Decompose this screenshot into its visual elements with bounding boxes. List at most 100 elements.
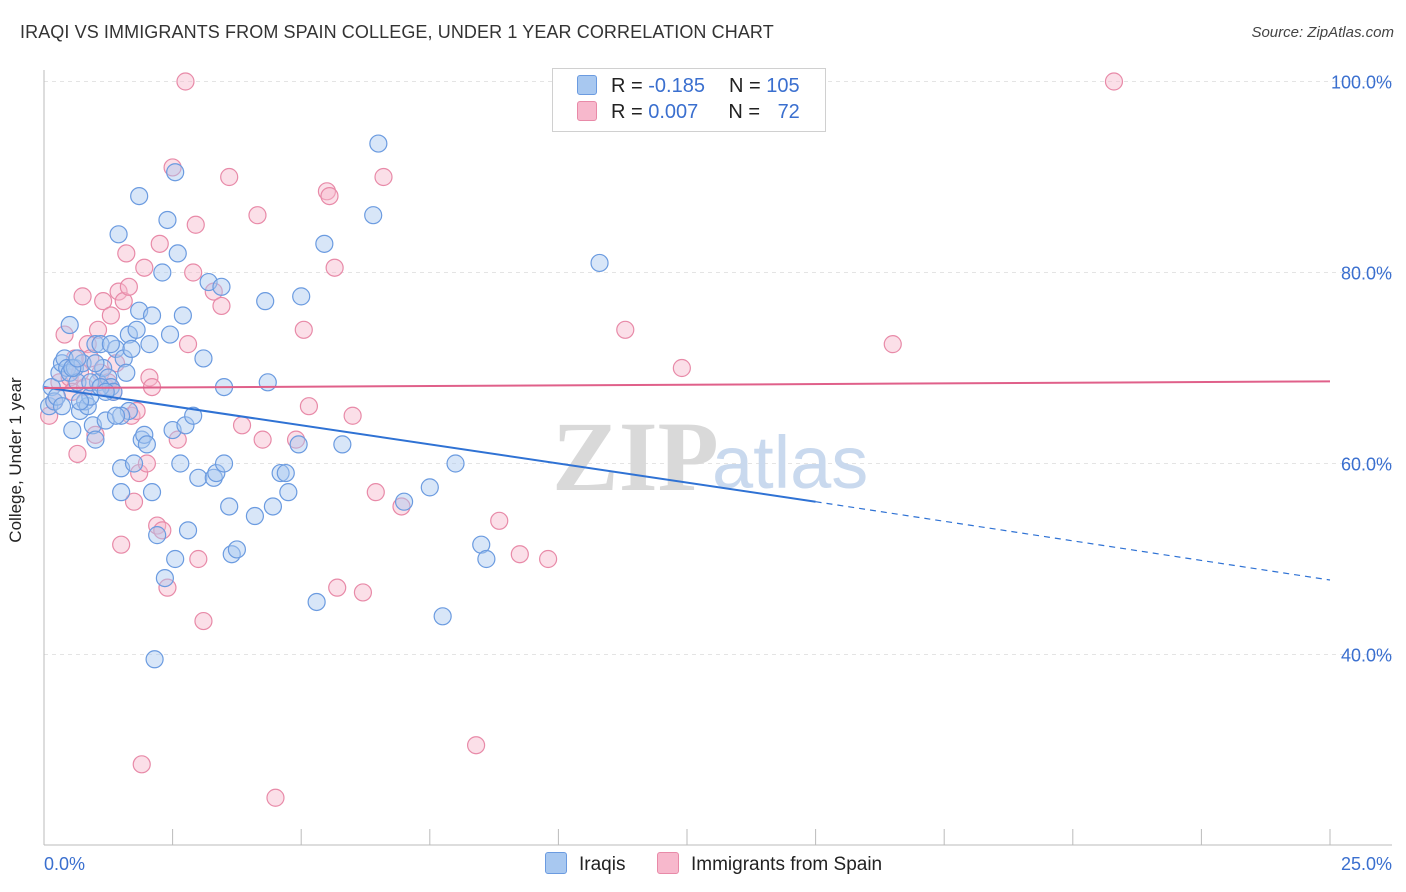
spain-point (266, 788, 285, 807)
spain-point (186, 215, 205, 234)
y-tick-label: 40.0% (1341, 646, 1392, 666)
spain-point (353, 583, 373, 602)
spain-point (466, 736, 486, 755)
spain-point (490, 511, 509, 530)
iraqis-point (256, 292, 275, 311)
iraqis-point (81, 373, 100, 392)
iraqis-point (472, 535, 491, 554)
iraqis-point (279, 483, 298, 502)
spain-point (343, 406, 362, 425)
legend-row-spain: R = 0.007 N = 72 (577, 101, 800, 125)
spain-point (101, 306, 120, 325)
spain-point (55, 325, 74, 344)
iraqis-point (394, 492, 414, 511)
iraqis-n-value: 105 (766, 75, 800, 97)
watermark-atlas: atlas (712, 421, 868, 504)
spain-point (220, 167, 239, 187)
iraqis-point (122, 339, 141, 358)
iraqis-point (171, 454, 190, 473)
spain-point (137, 454, 156, 473)
iraqis-point (142, 483, 162, 502)
spain-point (119, 277, 138, 296)
iraqis-point (178, 521, 198, 540)
iraqis-point (420, 478, 439, 497)
iraqis-point (227, 540, 246, 559)
spain-point (130, 463, 149, 483)
iraqis-point (166, 163, 185, 182)
spain-point (78, 335, 97, 354)
spain-point (328, 578, 347, 597)
iraqis-point (220, 497, 239, 516)
iraqis-points (40, 134, 609, 669)
iraqis-point (168, 244, 187, 263)
spain-point (232, 416, 252, 435)
iraqis-point (124, 454, 144, 473)
iraqis-point (333, 435, 352, 454)
iraqis-point (194, 349, 213, 368)
iraqis-point (101, 335, 120, 354)
source-label: Source: ZipAtlas.com (1251, 24, 1394, 41)
iraqis-point (145, 650, 164, 669)
iraqis-r-value: -0.185 (648, 75, 705, 97)
iraqis-point (212, 277, 231, 296)
iraqis-point (140, 335, 159, 354)
spain-point (510, 545, 529, 564)
spain-legend-label: Immigrants from Spain (691, 854, 883, 875)
iraqis-point (204, 468, 223, 487)
iraqis-point (315, 234, 334, 253)
spain-point (212, 296, 231, 316)
spain-point (320, 187, 339, 206)
iraqis-point (446, 454, 465, 473)
iraqis-point (258, 373, 277, 392)
iraqis-point (245, 506, 265, 526)
iraqis-point (166, 549, 185, 569)
spain-point (176, 72, 195, 91)
y-tick-label: 60.0% (1341, 455, 1392, 475)
iraqis-point (289, 435, 308, 454)
iraqis-point (155, 568, 174, 588)
iraqis-point (214, 454, 234, 473)
iraqis-point (307, 592, 326, 612)
spain-point (883, 335, 902, 354)
trend-lines (43, 380, 1331, 581)
spain-point (672, 358, 691, 378)
iraqis-point (271, 463, 290, 483)
correlation-legend: R = -0.185 N = 105 R = 0.007 N = 72 (552, 68, 826, 132)
iraqis-point (189, 468, 208, 487)
spain-point (163, 158, 182, 177)
iraqis-trend-extension (815, 501, 1331, 581)
watermark-zip: ZIP (552, 401, 719, 512)
spain-r-value: 0.007 (648, 101, 699, 123)
spain-point (150, 234, 169, 253)
spain-point (117, 244, 136, 263)
iraqis-point (109, 225, 128, 244)
spain-point (616, 320, 635, 339)
tick-labels: 40.0% 60.0% 80.0% 100.0% 0.0% 25.0% (44, 73, 1392, 875)
iraqis-point (127, 320, 146, 339)
spain-point (253, 430, 272, 449)
iraqis-point (142, 306, 162, 325)
iraqis-point (276, 463, 295, 483)
iraqis-point (86, 335, 105, 354)
spain-point (374, 167, 393, 187)
iraqis-point (68, 349, 87, 368)
watermark: ZIP atlas (552, 401, 868, 512)
spain-point (124, 492, 144, 511)
iraqis-trend-line (43, 386, 816, 503)
iraqis-point (68, 373, 87, 392)
iraqis-point (117, 363, 136, 382)
iraqis-legend-swatch (545, 852, 567, 874)
grid-lines (44, 81, 1392, 655)
iraqis-point (86, 354, 105, 373)
iraqis-point (137, 435, 156, 454)
iraqis-point (112, 406, 131, 425)
iraqis-point (63, 358, 82, 378)
axes (43, 70, 1392, 846)
x-tick-label: 0.0% (44, 854, 85, 874)
spain-point (189, 549, 208, 569)
iraqis-point (369, 134, 388, 153)
spain-legend-swatch (657, 852, 679, 874)
iraqis-point (207, 463, 226, 483)
iraqis-point (153, 263, 172, 282)
iraqis-point (477, 549, 496, 569)
